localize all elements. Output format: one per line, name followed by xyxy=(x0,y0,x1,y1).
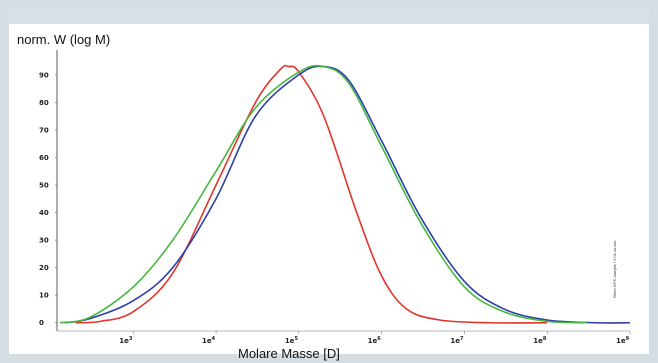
series-line-3 xyxy=(59,64,587,324)
y-tick-label: 90 xyxy=(39,71,49,79)
y-tick-label: 10 xyxy=(39,292,49,300)
y-tick-label: 50 xyxy=(39,181,49,189)
x-tick-label: 1e3 xyxy=(119,336,133,345)
chart-panel xyxy=(9,24,649,354)
y-tick-label: 40 xyxy=(39,209,49,217)
x-tick-label: 1e8 xyxy=(533,336,547,345)
x-tick-label: 1e7 xyxy=(450,336,464,345)
x-tick-label: 1e4 xyxy=(202,336,216,345)
side-note-text: Rheo-GPC-sample / V.01-xx.xxx xyxy=(612,241,617,298)
y-tick-label: 70 xyxy=(39,126,49,134)
x-axis-title: Molare Masse [D] xyxy=(238,346,340,361)
x-tick-label: 1e5 xyxy=(285,336,299,345)
series-line-1 xyxy=(75,64,548,324)
y-axis-title: norm. W (log M) xyxy=(17,32,110,47)
y-tick-label: 30 xyxy=(39,237,49,245)
x-tick-label: 1e9 xyxy=(616,336,630,345)
series-line-2 xyxy=(64,65,631,324)
y-tick-label: 80 xyxy=(39,99,49,107)
y-tick-label: 0 xyxy=(39,319,44,327)
x-tick-label: 1e6 xyxy=(368,336,382,345)
y-tick-label: 20 xyxy=(39,264,49,272)
y-tick-label: 60 xyxy=(39,154,49,162)
